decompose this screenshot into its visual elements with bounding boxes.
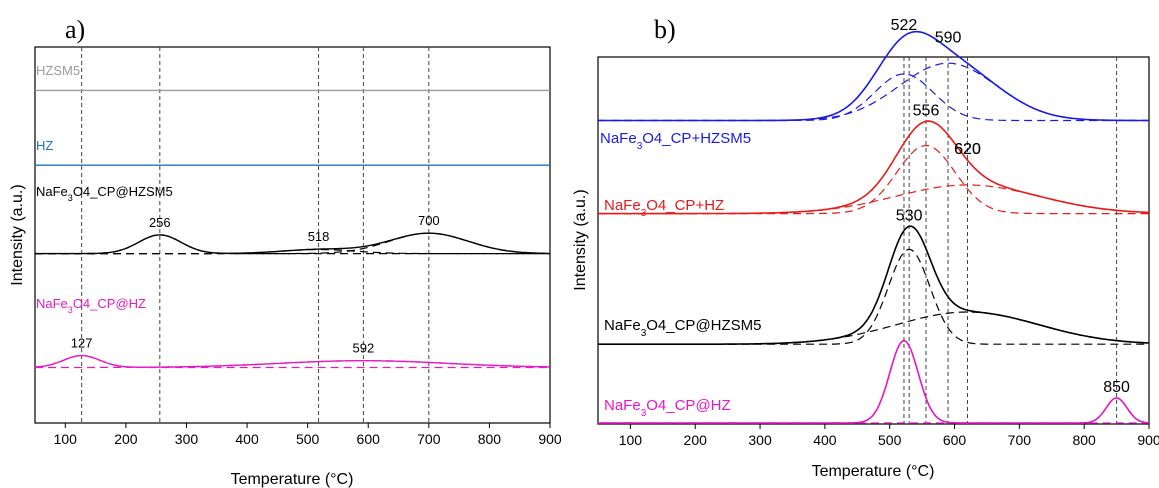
x-tick-label: 300 [175,431,199,447]
panel-a-label: a) [65,15,85,44]
series-line [35,232,550,255]
panel-b-ylabel: Intensity (a.u.) [572,189,589,290]
peak-annotation: 556 [913,102,940,119]
panel-a-plot: 100 200 300 400 500 600 700 800 900HZSM5HZNaFe3O… [34,47,562,447]
series-label-tail: O4_CP@HZSM5 [646,317,761,334]
series-label: NaFe3O4_CP@HZ [36,296,146,315]
x-tick-label: 700 [1008,432,1032,448]
series-label-tail: O4_CP@HZ [646,397,730,414]
series-label-sub: 3 [68,305,73,315]
panel-a-frame [34,46,551,424]
series-label: NaFe3O4_CP+HZSM5 [600,130,751,152]
peak-annotation: 530 [896,207,923,224]
series-label-sub: 3 [637,141,643,152]
series-label-tail: O4_CP+HZ [646,197,724,214]
series-label-tail: O4_CP@HZSM5 [73,184,173,199]
series-label-main: NaFe [604,317,641,334]
series-label: HZSM5 [36,63,80,78]
series-label-main: NaFe [36,184,68,199]
series-label: NaFe3O4_CP@HZSM5 [604,317,762,339]
peak-component-line [598,62,1149,122]
x-tick-label: 400 [813,432,837,448]
peak-annotation: 522 [891,17,918,34]
peak-component-line [34,355,550,369]
panel-b-xlabel: Temperature (°C) [812,463,935,480]
x-tick-label: 500 [878,432,902,448]
series-label: NaFe3O4_CP+HZ [604,197,724,219]
series-line [34,354,550,368]
peak-annotation: 620 [954,141,981,158]
series-label-sub: 3 [641,208,647,219]
series-line [598,30,1149,122]
panel-b-plot: 100 200 300 400 500 600 700 800 900NaFe3O4_CP+HZ… [598,17,1159,448]
series-label-main: NaFe [36,296,68,311]
series-label-main: HZSM5 [36,63,80,78]
series-label-main: HZ [36,138,53,153]
series-label-main: NaFe [600,130,637,147]
peak-annotation: 127 [71,336,93,351]
peak-annotation: 700 [418,213,440,228]
peak-annotation: 590 [935,29,962,46]
peak-annotation: 620 [954,141,981,158]
peak-annotation: 850 [1103,379,1130,396]
x-tick-label: 200 [114,431,138,447]
x-tick-label: 400 [235,431,259,447]
peak-component-line [598,73,1149,122]
series-label-tail: O4_CP@HZ [73,296,146,311]
peak-annotation: 256 [149,215,171,230]
x-tick-label: 200 [684,432,708,448]
x-tick-label: 600 [943,432,967,448]
x-tick-label: 900 [538,431,562,447]
series-label-main: NaFe [604,197,641,214]
series-label: NaFe3O4_CP@HZSM5 [36,184,173,203]
panel-b-frame [597,56,1150,425]
x-tick-label: 300 [748,432,772,448]
series-label: NaFe3O4_CP@HZ [604,397,731,419]
x-tick-label: 100 [619,432,643,448]
peak-annotation: 518 [308,229,330,244]
x-tick-label: 900 [1137,432,1159,448]
x-tick-label: 800 [478,431,502,447]
series-label-main: NaFe [604,397,641,414]
series-label: HZ [36,138,53,153]
peak-component-line [598,184,1149,215]
x-tick-label: 100 [54,431,78,447]
peak-component-line [35,232,550,255]
x-tick-label: 700 [417,431,441,447]
peak-component-line [598,311,1150,345]
peak-component-line [35,360,550,369]
panel-a-xlabel: Temperature (°C) [231,471,354,488]
series-label-sub: 3 [641,408,647,419]
peak-annotation: 592 [353,341,375,356]
x-tick-label: 500 [296,431,320,447]
panel-b-label: b) [654,15,676,44]
x-tick-label: 800 [1072,432,1096,448]
peak-component-line [598,397,1150,424]
series-label-sub: 3 [68,193,73,203]
panel-a-ylabel: Intensity (a.u.) [9,184,26,285]
series-label-sub: 3 [641,328,647,339]
series-label-tail: O4_CP+HZSM5 [642,130,751,147]
x-tick-label: 600 [357,431,381,447]
